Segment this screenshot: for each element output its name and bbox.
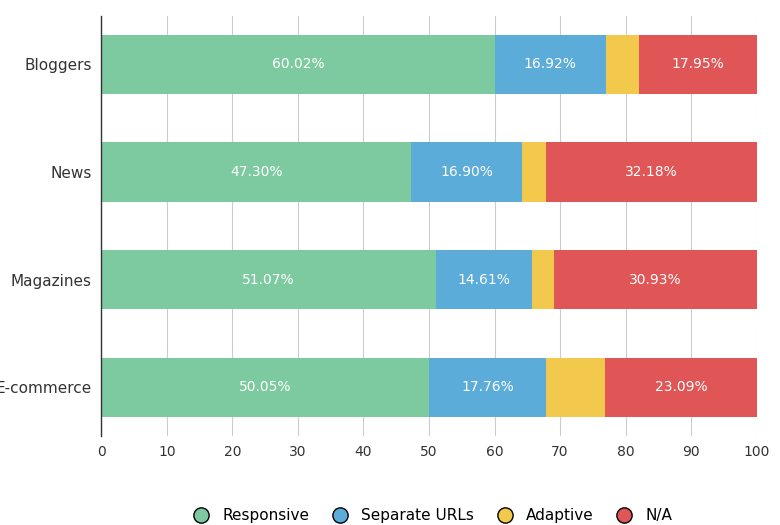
- Bar: [605, 35, 639, 94]
- Text: 30.93%: 30.93%: [629, 272, 682, 287]
- Bar: [546, 142, 757, 202]
- Legend: Responsive, Separate URLs, Adaptive, N/A: Responsive, Separate URLs, Adaptive, N/A: [179, 502, 679, 525]
- Bar: [495, 35, 605, 94]
- Bar: [101, 250, 436, 309]
- Bar: [429, 358, 546, 417]
- Text: 16.92%: 16.92%: [523, 57, 576, 71]
- Bar: [546, 358, 605, 417]
- Text: 60.02%: 60.02%: [271, 57, 324, 71]
- Bar: [532, 250, 554, 309]
- Text: 32.18%: 32.18%: [625, 165, 678, 179]
- Text: 23.09%: 23.09%: [654, 380, 707, 394]
- Bar: [554, 250, 757, 309]
- Bar: [639, 35, 757, 94]
- Text: 14.61%: 14.61%: [457, 272, 510, 287]
- Text: 16.90%: 16.90%: [440, 165, 493, 179]
- Bar: [522, 142, 546, 202]
- Text: 17.95%: 17.95%: [672, 57, 724, 71]
- Text: 17.76%: 17.76%: [461, 380, 514, 394]
- Bar: [101, 35, 495, 94]
- Text: 47.30%: 47.30%: [230, 165, 282, 179]
- Bar: [436, 250, 532, 309]
- Text: 50.05%: 50.05%: [239, 380, 292, 394]
- Bar: [101, 358, 429, 417]
- Bar: [101, 142, 411, 202]
- Bar: [605, 358, 757, 417]
- Text: 51.07%: 51.07%: [243, 272, 295, 287]
- Bar: [411, 142, 522, 202]
